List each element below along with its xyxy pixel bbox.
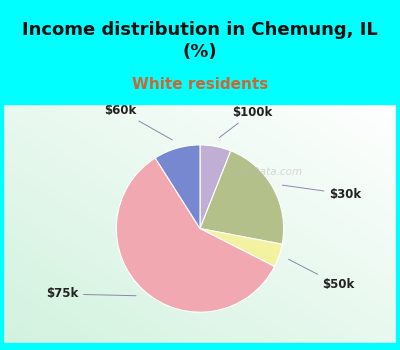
- Wedge shape: [155, 145, 200, 229]
- Text: Income distribution in Chemung, IL
(%): Income distribution in Chemung, IL (%): [22, 21, 378, 61]
- Wedge shape: [200, 151, 284, 244]
- Wedge shape: [116, 158, 274, 312]
- Text: $75k: $75k: [46, 287, 136, 301]
- Text: $60k: $60k: [104, 104, 172, 140]
- Text: City-Data.com: City-Data.com: [228, 167, 302, 177]
- Text: $100k: $100k: [219, 106, 273, 138]
- Text: White residents: White residents: [132, 77, 268, 92]
- Text: $50k: $50k: [288, 259, 354, 292]
- Text: $30k: $30k: [282, 185, 362, 201]
- Wedge shape: [200, 145, 231, 229]
- Wedge shape: [200, 229, 282, 266]
